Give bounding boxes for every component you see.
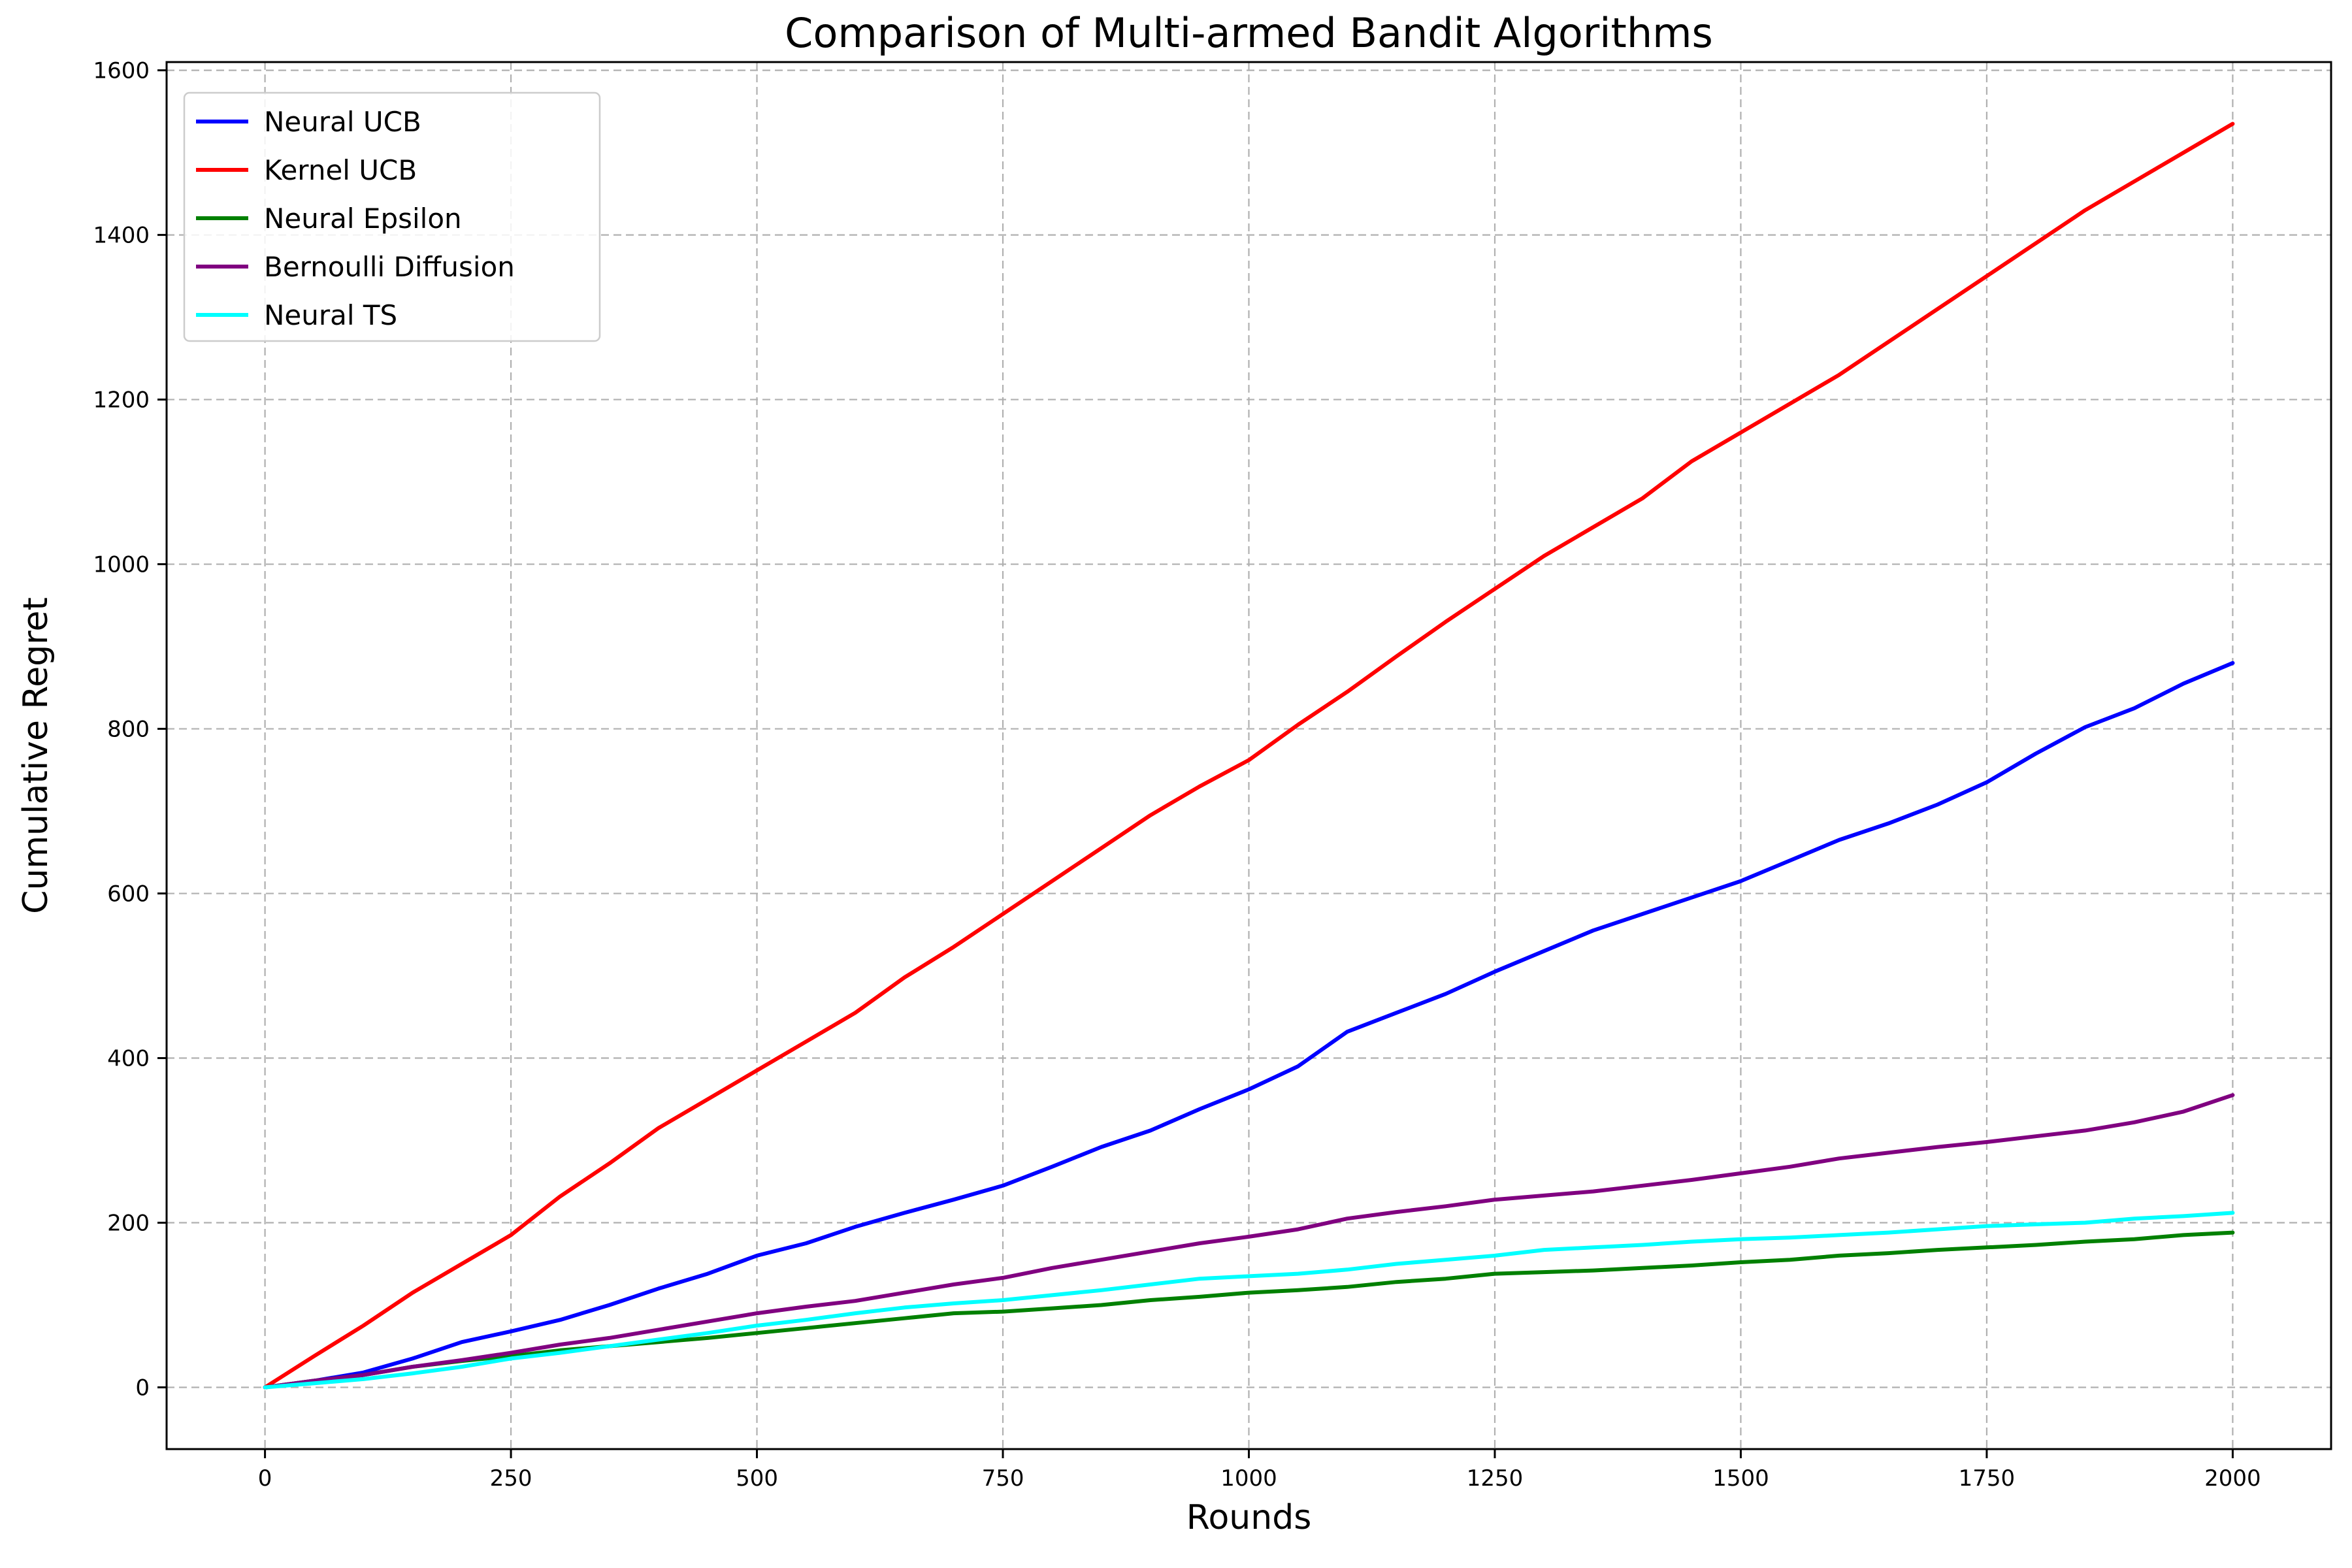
x-axis-title: Rounds bbox=[1186, 1498, 1312, 1537]
axis-ticks: 0 250 500 750 1000 1250 1500 1750 2000 0 200 400 600… bbox=[93, 58, 2261, 1492]
x-tick-label: 250 bbox=[490, 1465, 532, 1492]
y-tick-label: 200 bbox=[107, 1211, 150, 1237]
x-tick-label: 1000 bbox=[1220, 1465, 1277, 1492]
y-tick-label: 400 bbox=[107, 1046, 150, 1072]
x-tick-label: 1250 bbox=[1467, 1465, 1524, 1492]
series-lines bbox=[263, 122, 2235, 1390]
x-tick-label: 1500 bbox=[1712, 1465, 1769, 1492]
y-tick-label: 0 bbox=[135, 1375, 150, 1401]
y-tick-label: 600 bbox=[107, 881, 150, 907]
y-tick-label: 1000 bbox=[93, 552, 150, 578]
series-line-neural-ucb bbox=[263, 661, 2235, 1390]
legend-label: Neural UCB bbox=[264, 106, 421, 138]
legend: Neural UCB Kernel UCB Neural Epsilon Bernou… bbox=[183, 91, 601, 342]
y-tick-label: 1600 bbox=[93, 58, 150, 84]
y-tick-label: 1200 bbox=[93, 387, 150, 414]
series-line-kernel-ucb bbox=[263, 122, 2235, 1390]
y-tick-label: 1400 bbox=[93, 223, 150, 249]
chart-title: Comparison of Multi-armed Bandit Algorit… bbox=[785, 9, 1713, 57]
legend-label: Neural TS bbox=[264, 299, 397, 331]
x-tick-label: 500 bbox=[736, 1465, 778, 1492]
x-tick-label: 2000 bbox=[2204, 1465, 2261, 1492]
y-tick-label: 800 bbox=[107, 717, 150, 743]
legend-box bbox=[183, 91, 601, 342]
legend-label: Kernel UCB bbox=[264, 154, 417, 186]
x-tick-label: 750 bbox=[982, 1465, 1024, 1492]
x-tick-label: 1750 bbox=[1959, 1465, 2016, 1492]
legend-label: Bernoulli Diffusion bbox=[264, 251, 515, 283]
series-line-neural-ts bbox=[263, 1211, 2235, 1390]
y-axis-title: Cumulative Regret bbox=[16, 597, 56, 914]
x-tick-label: 0 bbox=[258, 1465, 272, 1492]
series-line-bernoulli-diffusion bbox=[263, 1093, 2235, 1390]
legend-label: Neural Epsilon bbox=[264, 203, 462, 235]
